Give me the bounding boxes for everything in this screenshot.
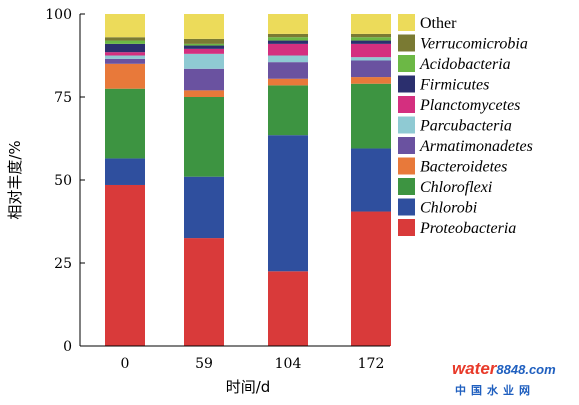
watermark-water-text: water — [452, 359, 498, 378]
x-axis-title: 时间/d — [226, 378, 271, 396]
bar-segment-other-59 — [184, 14, 224, 39]
legend-swatch-bacteroidetes — [398, 157, 415, 175]
bar-segment-firmicutes-172 — [351, 40, 391, 44]
bar-segment-verrucomicrobia-172 — [351, 33, 391, 38]
plot-area — [105, 14, 391, 346]
legend-swatch-firmicutes — [398, 75, 415, 93]
legend-swatch-acidobacteria — [398, 55, 415, 72]
x-tick-label-0: 0 — [121, 356, 130, 372]
bar-segment-firmicutes-59 — [184, 45, 224, 49]
bar-segment-proteobacteria-104 — [268, 271, 308, 346]
bar-segment-planctomycetes-59 — [184, 48, 224, 54]
bar-segment-proteobacteria-172 — [351, 211, 391, 346]
legend-label-firmicutes: Firmicutes — [419, 77, 489, 94]
bar-segment-chlorobi-59 — [184, 176, 224, 239]
bar-segment-parcubacteria-104 — [268, 55, 308, 63]
legend-label-proteobacteria: Proteobacteria — [419, 220, 516, 237]
bar-segment-parcubacteria-172 — [351, 57, 391, 61]
bar-segment-planctomycetes-172 — [351, 43, 391, 58]
bar-segment-chlorobi-104 — [268, 135, 308, 272]
bar-segment-acidobacteria-104 — [268, 37, 308, 41]
bar-segment-bacteroidetes-172 — [351, 77, 391, 84]
bar-segment-acidobacteria-0 — [105, 40, 145, 44]
bar-segment-proteobacteria-0 — [105, 184, 145, 346]
bar-segment-armatimonadetes-104 — [268, 62, 308, 79]
legend-swatch-chloroflexi — [398, 178, 415, 195]
y-tick-label-75: 75 — [54, 90, 72, 106]
bar-segment-armatimonadetes-172 — [351, 60, 391, 78]
legend-label-armatimonadetes: Armatimonadetes — [419, 138, 533, 155]
bar-segment-chloroflexi-172 — [351, 83, 391, 149]
legend-label-parcubacteria: Parcubacteria — [419, 118, 512, 135]
bar-segment-firmicutes-104 — [268, 40, 308, 44]
svg-text:water8848.com: water8848.com — [452, 359, 556, 378]
bar-segment-planctomycetes-104 — [268, 43, 308, 56]
y-tick-label-0: 0 — [63, 339, 72, 355]
x-tick-label-104: 104 — [275, 356, 302, 372]
x-axis: 0 59 104 172 — [80, 345, 390, 372]
bar-segment-firmicutes-0 — [105, 43, 145, 53]
legend-label-other: Other — [420, 15, 457, 32]
legend-swatch-chlorobi — [398, 198, 415, 216]
bar-segment-armatimonadetes-59 — [184, 68, 224, 91]
bar-segment-parcubacteria-59 — [184, 53, 224, 69]
y-tick-label-100: 100 — [45, 7, 72, 23]
bar-segment-verrucomicrobia-104 — [268, 33, 308, 38]
legend-label-acidobacteria: Acidobacteria — [419, 56, 511, 73]
bar-segment-verrucomicrobia-59 — [184, 38, 224, 44]
bar-segment-planctomycetes-0 — [105, 52, 145, 56]
watermark-subtitle: 中国水业网 — [455, 383, 535, 397]
bar-segment-bacteroidetes-0 — [105, 63, 145, 89]
bar-segment-chlorobi-0 — [105, 158, 145, 185]
bar-segment-chloroflexi-104 — [268, 85, 308, 136]
bar-segment-proteobacteria-59 — [184, 238, 224, 346]
legend-swatch-parcubacteria — [398, 116, 415, 134]
legend-swatch-other — [398, 14, 415, 31]
bar-segment-acidobacteria-59 — [184, 43, 224, 46]
legend-label-chlorobi: Chlorobi — [420, 200, 477, 217]
bar-stack-59 — [184, 14, 224, 346]
legend-swatch-verrucomicrobia — [398, 34, 415, 52]
legend-label-verrucomicrobia: Verrucomicrobia — [420, 36, 528, 53]
bar-segment-chloroflexi-0 — [105, 88, 145, 159]
watermark-digits-text: 8848.com — [496, 362, 556, 377]
bar-stack-0 — [105, 14, 145, 346]
legend-label-planctomycetes: Planctomycetes — [419, 97, 520, 114]
bar-stack-104 — [268, 14, 308, 346]
legend-swatch-armatimonadetes — [398, 137, 415, 154]
bar-segment-chlorobi-172 — [351, 148, 391, 212]
bar-segment-chloroflexi-59 — [184, 97, 224, 177]
y-axis: 0 25 50 75 100 — [45, 7, 85, 355]
bar-segment-bacteroidetes-59 — [184, 90, 224, 97]
bar-segment-armatimonadetes-0 — [105, 58, 145, 64]
bar-segment-bacteroidetes-104 — [268, 78, 308, 86]
bar-segment-other-0 — [105, 14, 145, 38]
y-axis-title: 相对丰度/% — [6, 140, 24, 219]
bar-segment-acidobacteria-172 — [351, 37, 391, 41]
x-tick-label-172: 172 — [358, 356, 385, 372]
legend-label-chloroflexi: Chloroflexi — [420, 179, 492, 196]
bar-stack-172 — [351, 14, 391, 346]
legend-label-bacteroidetes: Bacteroidetes — [420, 159, 507, 176]
bar-segment-other-104 — [268, 14, 308, 34]
bar-segment-other-172 — [351, 14, 391, 34]
x-tick-label-59: 59 — [195, 356, 213, 372]
y-tick-label-50: 50 — [54, 173, 72, 189]
legend-swatch-planctomycetes — [398, 96, 415, 113]
watermark-logo: water8848.com 中国水业网 — [452, 359, 556, 397]
legend: Other Verrucomicrobia Acidobacteria Firmicu… — [398, 14, 533, 237]
legend-swatch-proteobacteria — [398, 219, 415, 236]
bar-segment-verrucomicrobia-0 — [105, 37, 145, 41]
bar-segment-parcubacteria-0 — [105, 55, 145, 59]
y-tick-label-25: 25 — [54, 256, 72, 272]
